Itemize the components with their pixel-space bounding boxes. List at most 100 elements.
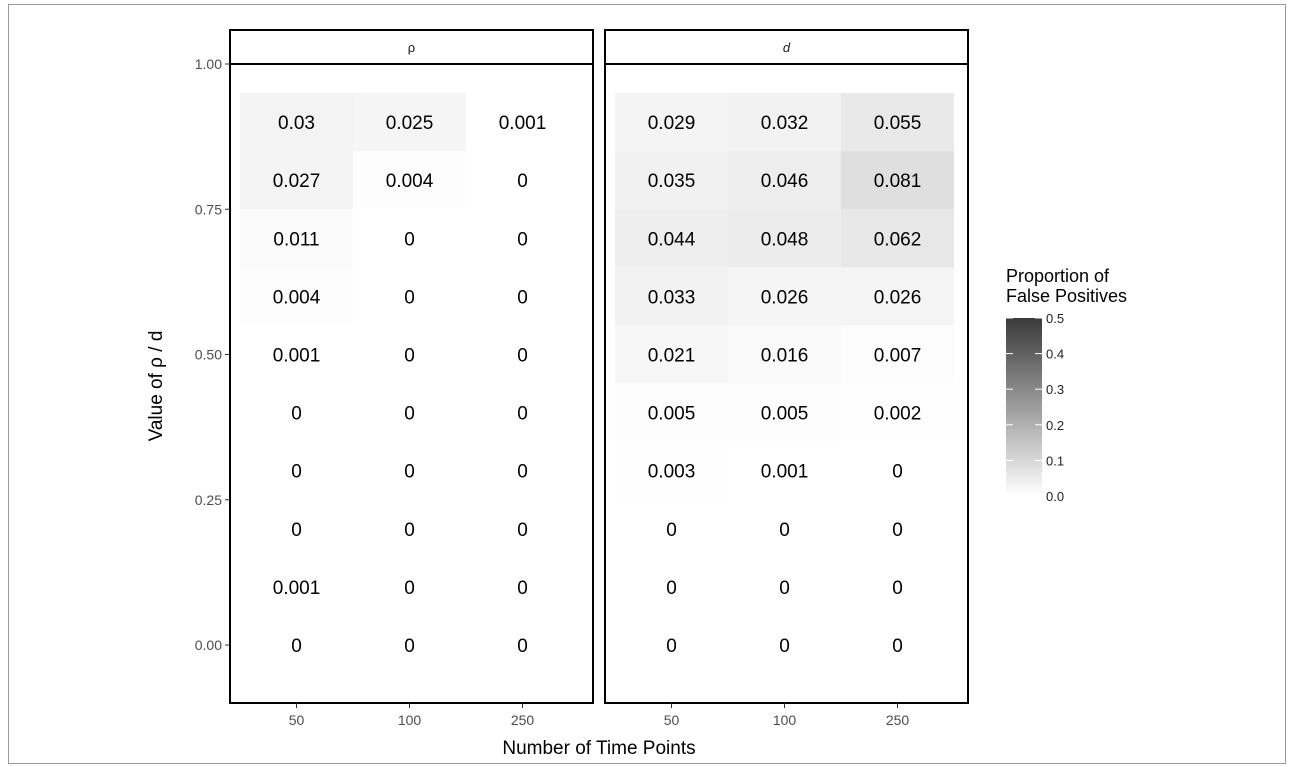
heatmap-tile (615, 615, 728, 675)
heatmap-tile (615, 267, 728, 326)
tile-value-label: 0 (291, 462, 302, 483)
heatmap-tile (728, 209, 841, 268)
y-axis: 0.00 0.25 0.50 0.75 1.00 (195, 56, 230, 653)
tile-value-label: 0.005 (761, 404, 809, 425)
heatmap-tile (466, 209, 579, 268)
tile-value-label: 0 (404, 229, 415, 250)
y-tick-label: 0.25 (195, 492, 222, 508)
tile-value-label: 0.029 (648, 113, 696, 134)
tile-value-label: 0 (404, 520, 415, 541)
legend-colorbar (1006, 318, 1042, 496)
panel-strip (604, 29, 969, 65)
heatmap-tile (466, 383, 579, 442)
panels: ρ 0.03 0.025 0.001 0.027 0.004 0 0.011 0 0 0.004 0 0… (229, 29, 969, 728)
tile-value-label: 0 (517, 578, 528, 599)
tile-value-label: 0.025 (386, 113, 434, 134)
heatmap-tile (728, 383, 841, 442)
x-axis-title: Number of Time Points (502, 738, 695, 759)
tile-value-label: 0.002 (874, 404, 922, 425)
heatmap-tile (240, 151, 353, 210)
heatmap-tile (728, 267, 841, 326)
tile-value-label: 0.044 (648, 229, 696, 250)
heatmap-tile (841, 267, 954, 326)
heatmap-tile (353, 325, 466, 384)
tile-value-label: 0.033 (648, 287, 696, 308)
heatmap-tile (841, 383, 954, 442)
heatmap-tile (728, 325, 841, 384)
tile-value-label: 0 (666, 636, 677, 657)
tile-value-label: 0 (404, 636, 415, 657)
heatmap-tile (841, 151, 954, 210)
heatmap-tile (240, 93, 353, 152)
tile-value-label: 0 (517, 462, 528, 483)
heatmap-tile (615, 93, 728, 152)
x-tick-label: 100 (773, 712, 797, 728)
heatmap-tile (615, 151, 728, 210)
tile-value-label: 0.021 (648, 346, 696, 367)
heatmap-tile (466, 151, 579, 210)
heatmap-tile (353, 383, 466, 442)
tile-value-label: 0 (517, 346, 528, 367)
heatmap-tile (728, 93, 841, 152)
tile-value-label: 0.046 (761, 171, 809, 192)
panel-border (229, 63, 594, 704)
heatmap-tile (240, 441, 353, 500)
heatmap-tile (240, 267, 353, 326)
tile-value-label: 0 (517, 404, 528, 425)
tile-value-label: 0 (666, 520, 677, 541)
heatmap-tile (353, 93, 466, 152)
heatmap-tile (615, 557, 728, 616)
tile-value-label: 0 (517, 520, 528, 541)
heatmap-tile (728, 499, 841, 558)
tile-value-label: 0 (892, 462, 903, 483)
heatmap-tile (353, 557, 466, 616)
heatmap-tile (841, 557, 954, 616)
heatmap-tile (615, 209, 728, 268)
x-tick-label: 100 (398, 712, 422, 728)
heatmap-tile (353, 267, 466, 326)
figure-frame (8, 4, 1286, 764)
legend-tick-label: 0.2 (1046, 418, 1064, 433)
tile-value-label: 0 (517, 171, 528, 192)
legend-tick-label: 0.5 (1046, 311, 1064, 326)
y-tick-label: 0.75 (195, 201, 222, 217)
tile-value-label: 0.048 (761, 229, 809, 250)
tile-value-label: 0.055 (874, 113, 922, 134)
heatmap-tile (728, 557, 841, 616)
tile-value-label: 0.035 (648, 171, 696, 192)
tile-value-label: 0.026 (761, 287, 809, 308)
heatmap-tile (466, 267, 579, 326)
tile-value-label: 0 (404, 462, 415, 483)
panel-strip-label: d (783, 40, 791, 55)
heatmap-tile (353, 209, 466, 268)
heatmap-tile (240, 499, 353, 558)
heatmap-tile (615, 325, 728, 384)
heatmap-tile (240, 383, 353, 442)
panel-strip-label: ρ (408, 40, 415, 55)
tile-value-label: 0 (291, 404, 302, 425)
tile-value-label: 0 (517, 636, 528, 657)
tile-value-label: 0 (291, 520, 302, 541)
heatmap-tile (466, 615, 579, 675)
heatmap-tile (841, 209, 954, 268)
heatmap-tile (466, 325, 579, 384)
panel-1: d 0.029 0.032 0.055 0.035 0.046 0.081 0.044 0.04… (604, 29, 969, 728)
legend-title-line: False Positives (1006, 286, 1127, 306)
tile-value-label: 0.016 (761, 346, 809, 367)
heatmap-tile (615, 441, 728, 500)
y-tick-label: 0.00 (195, 637, 222, 653)
legend-tick-label: 0.3 (1046, 382, 1064, 397)
tile-value-label: 0 (779, 636, 790, 657)
y-tick-label: 1.00 (195, 56, 222, 72)
tile-value-label: 0.032 (761, 113, 809, 134)
heatmap-tile (728, 441, 841, 500)
x-tick-label: 50 (289, 712, 305, 728)
heatmap-tile (615, 499, 728, 558)
tile-value-label: 0.062 (874, 229, 922, 250)
tile-value-label: 0 (892, 578, 903, 599)
heatmap-tile (353, 441, 466, 500)
tile-value-label: 0 (666, 578, 677, 599)
heatmap-tile (615, 383, 728, 442)
heatmap-tile (240, 615, 353, 675)
